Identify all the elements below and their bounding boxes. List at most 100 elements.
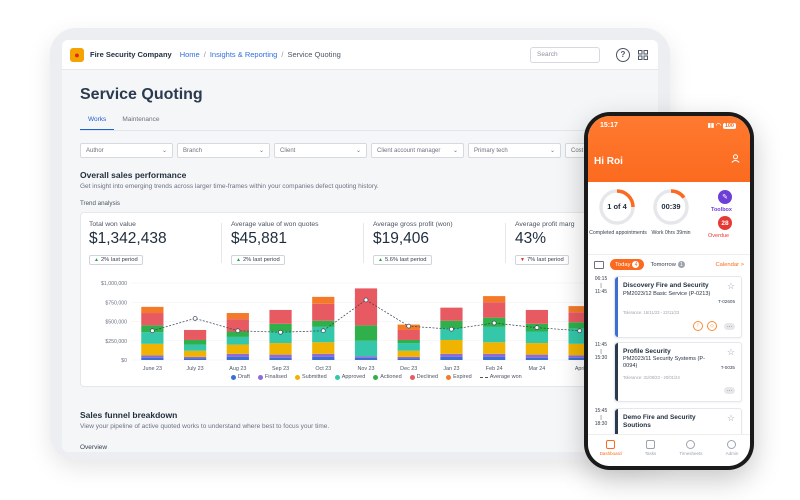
legend-item[interactable]: Average won (479, 374, 522, 380)
kpi-change-badge: ▼ 7% last period (515, 255, 569, 265)
tomorrow-label: Tomorrow (650, 261, 676, 268)
average-won-line (152, 299, 580, 333)
tomorrow-tab[interactable]: Tomorrow 1 (650, 261, 685, 268)
filter-author[interactable]: Author ⌄ (80, 143, 173, 158)
arrow-up-icon: ▲ (94, 257, 99, 263)
star-icon[interactable]: ☆ (726, 281, 735, 291)
overdue-count[interactable]: 28 (718, 216, 732, 230)
bar-segment-draft (226, 356, 249, 360)
breadcrumb-separator: / (281, 50, 284, 59)
more-icon[interactable]: ··· (724, 387, 735, 394)
tab-works[interactable]: Works (80, 116, 115, 130)
overdue-label[interactable]: Overdue (708, 233, 730, 239)
kpi-gross-profit: Average gross profit (won) $19,406 ▲ 5.6%… (373, 221, 513, 266)
legend-item[interactable]: Approved (334, 374, 365, 380)
bar-segment-draft (525, 357, 549, 360)
work-gauge: 00:39 (652, 188, 690, 226)
legend-item[interactable]: Expired (446, 374, 472, 380)
bar-segment-approved (226, 336, 249, 345)
appointment-card[interactable]: Profile Security PM2023/11 Security Syst… (614, 342, 742, 402)
help-icon[interactable]: ? (616, 47, 630, 62)
x-tick-label: June 23 (143, 366, 162, 372)
breadcrumb-current: Service Quoting (287, 50, 341, 59)
bar-segment-declined (397, 329, 420, 340)
bar-segment-submitted (568, 343, 591, 356)
average-won-point (192, 316, 198, 321)
kpi-total-won: Total won value $1,342,438 ▲ 2% last peri… (89, 221, 229, 266)
page-tabs: Works Maintenance (80, 116, 168, 130)
nav-label: Tasks (644, 451, 657, 456)
breadcrumb-home[interactable]: Home (179, 50, 200, 59)
legend-swatch (409, 374, 415, 380)
bar-segment-actioned (183, 339, 207, 345)
bar-segment-finalised (183, 356, 207, 359)
bar-segment-finalised (354, 356, 378, 358)
appointment-meta: Tolerance: 16/11/23 - 22/11/23 (623, 310, 680, 315)
star-icon[interactable]: ☆ (726, 413, 735, 423)
bar-segment-declined (312, 303, 335, 321)
tab-maintenance[interactable]: Maintenance (122, 116, 160, 123)
filter-primary-tech[interactable]: Primary tech ⌄ (468, 143, 561, 158)
battery-icon: 100 (722, 123, 736, 129)
legend-item[interactable]: Finalised (257, 374, 287, 380)
phone-stats: 1 of 4 Completed appointments 00:39 Work… (588, 182, 750, 254)
more-icon[interactable]: ··· (724, 323, 735, 330)
appointment-code: T-02605 (718, 299, 735, 304)
toolbox-label[interactable]: Toolbox (711, 207, 732, 213)
filter-branch[interactable]: Branch ⌄ (177, 143, 270, 158)
appointment-card[interactable]: Discovery Fire and Security PM2023/12 Ba… (614, 276, 742, 338)
average-won-point (406, 323, 412, 329)
kpi-label: Average profit marg (515, 221, 575, 228)
legend-item[interactable]: Actioned (373, 374, 402, 380)
status-time: 15:17 (600, 122, 618, 129)
bar-segment-declined (141, 313, 164, 326)
breadcrumb-insights[interactable]: Insights & Reporting (209, 50, 278, 59)
average-won-point (320, 328, 326, 334)
bar-segment-finalised (397, 356, 420, 359)
nav-tasks[interactable]: Tasks (644, 440, 657, 456)
star-icon[interactable]: ☆ (726, 347, 735, 357)
bar-segment-actioned (397, 339, 420, 344)
appointment-subtitle: PM2023/11 Security Systems (P-0094) (623, 356, 705, 369)
filter-client[interactable]: Client ⌄ (274, 143, 367, 158)
calendar-icon[interactable] (594, 260, 604, 269)
filter-label: Primary tech (474, 147, 508, 154)
top-bar: ● Fire Security Company Home / Insights … (62, 40, 658, 70)
x-tick-label: Sep 23 (272, 366, 289, 372)
overview-label: Overview (80, 444, 108, 451)
bar-segment-draft (483, 356, 506, 360)
legend-item[interactable]: Draft (231, 374, 250, 380)
bar-segment-actioned (226, 331, 249, 337)
today-pill[interactable]: Today 4 (610, 259, 645, 270)
page-title: Service Quoting (80, 86, 203, 103)
kpi-change-text: 2% last period (100, 257, 138, 263)
user-icon[interactable] (731, 154, 740, 166)
phone-header: 15:17 ▮▮ ◠ 100 Hi Roi (588, 116, 750, 182)
kpi-label: Total won value (89, 221, 136, 228)
average-won-point (491, 320, 497, 326)
appt-time: 15:45 | 18:30 (594, 408, 608, 427)
nav-label: Dashboard (599, 451, 622, 456)
nav-dashboard[interactable]: Dashboard (600, 440, 622, 456)
calendar-link[interactable]: Calendar > (715, 261, 744, 268)
bar-segment-declined (440, 307, 463, 321)
stacked-bar-chart: $0 $250,000 $500,000 $750,000 $1,000,000 June… (101, 281, 601, 372)
legend-item[interactable]: Submitted (294, 374, 327, 380)
bar-segment-finalised (226, 353, 249, 357)
nav-admin[interactable]: Admin (726, 440, 738, 456)
bar-segment-actioned (568, 322, 591, 329)
bar-segment-approved (440, 328, 463, 340)
apps-grid-icon[interactable] (636, 48, 650, 62)
legend-swatch (257, 374, 263, 380)
nav-timesheets[interactable]: Timesheets (679, 440, 702, 456)
filter-client-account-manager[interactable]: Client account manager ⌄ (371, 143, 464, 158)
bar-segment-approved (269, 331, 292, 344)
bar-segment-expired (483, 296, 506, 303)
bar-segment-draft (568, 357, 591, 360)
bar-segment-expired (568, 306, 591, 313)
chevron-down-icon: ⌄ (452, 148, 458, 154)
wrench-icon[interactable]: ✎ (718, 190, 732, 204)
average-won-point (235, 328, 241, 334)
legend-item[interactable]: Declined (409, 374, 438, 380)
search-input[interactable]: Search (530, 46, 600, 63)
